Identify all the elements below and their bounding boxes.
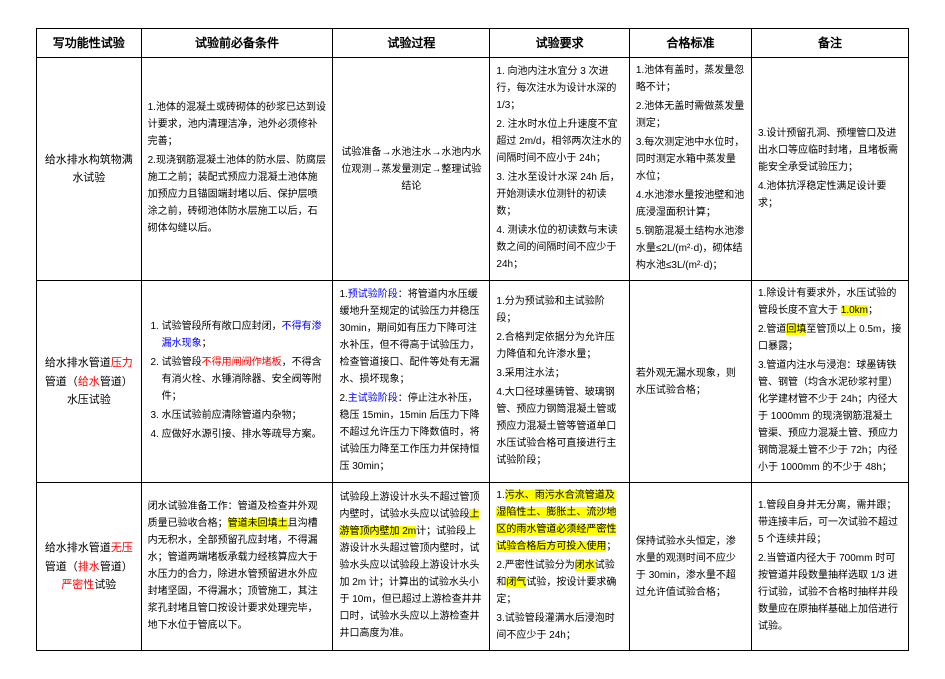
cell-test-name: 给水排水管道压力管道（给水管道）水压试验	[37, 281, 142, 483]
cell-requirement: 1. 向池内注水宜分 3 次进行，每次注水为设计水深的 1/3；2. 注水时水位…	[490, 58, 630, 281]
col-header: 试验前必备条件	[141, 29, 333, 58]
cell-precondition: 闭水试验准备工作：管道及检查井外观质量已验收合格；管道未回填土且沟槽内无积水，全…	[141, 483, 333, 651]
col-header: 试验要求	[490, 29, 630, 58]
cell-note: 1.除设计有要求外，水压试验的管段长度不宜大于 1.0km；2.管道回填至管顶以…	[752, 281, 909, 483]
cell-pass-criteria: 1.池体有盖时，蒸发量忽略不计；2.池体无盖时需做蒸发量测定；3.每次测定池中水…	[629, 58, 751, 281]
spec-table: 写功能性试验试验前必备条件试验过程试验要求合格标准备注 给水排水构筑物满水试验1…	[36, 28, 909, 651]
col-header: 备注	[752, 29, 909, 58]
cell-requirement: 1.分为预试验和主试验阶段；2.合格判定依据分为允许压力降值和允许渗水量；3.采…	[490, 281, 630, 483]
cell-process: 1.预试验阶段：将管道内水压缓缓地升至规定的试验压力并稳压 30min，期间如有…	[333, 281, 490, 483]
cell-process: 试验准备→水池注水→水池内水位观测→蒸发量测定→整理试验结论	[333, 58, 490, 281]
cell-test-name: 给水排水管道无压管道（排水管道）严密性试验	[37, 483, 142, 651]
cell-note: 1.管段自身并无分离，需并跟；带连接丰后，可一次试验不超过 5 个连续井段；2.…	[752, 483, 909, 651]
cell-note: 3.设计预留孔洞、预埋管口及进出水口等应临时封堵，且堵板需能安全承受试验压力；4…	[752, 58, 909, 281]
cell-precondition: 1.池体的混凝土或砖砌体的砂浆已达到设计要求，池内清理洁净，池外必须修补完善；2…	[141, 58, 333, 281]
col-header: 合格标准	[629, 29, 751, 58]
table-row: 给水排水管道无压管道（排水管道）严密性试验闭水试验准备工作：管道及检查井外观质量…	[37, 483, 909, 651]
cell-precondition: 试验管段所有敞口应封闭，不得有渗漏水现象；试验管段不得用闸阀作堵板，不得含有消火…	[141, 281, 333, 483]
cell-requirement: 1.污水、雨污水合流管道及湿陷性土、膨胀土、流沙地区的雨水管道必须经严密性试验合…	[490, 483, 630, 651]
cell-pass-criteria: 保持试验水头恒定，渗水量的观测时间不应少于 30min，渗水量不超过允许值试验合…	[629, 483, 751, 651]
table-row: 给水排水构筑物满水试验1.池体的混凝土或砖砌体的砂浆已达到设计要求，池内清理洁净…	[37, 58, 909, 281]
cell-process: 试验段上游设计水头不超过管顶内壁时，试验水头应以试验段上游管顶内壁加 2m计；试…	[333, 483, 490, 651]
table-row: 给水排水管道压力管道（给水管道）水压试验试验管段所有敞口应封闭，不得有渗漏水现象…	[37, 281, 909, 483]
col-header: 试验过程	[333, 29, 490, 58]
cell-test-name: 给水排水构筑物满水试验	[37, 58, 142, 281]
cell-pass-criteria: 若外观无漏水现象，则水压试验合格；	[629, 281, 751, 483]
col-header: 写功能性试验	[37, 29, 142, 58]
